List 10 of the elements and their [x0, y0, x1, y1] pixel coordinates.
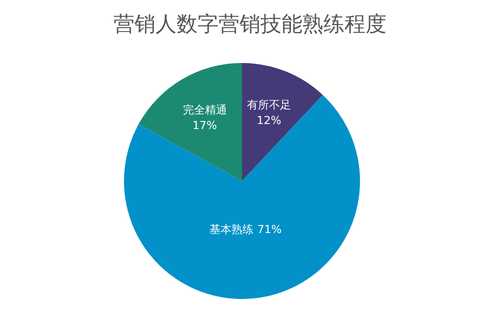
slice-label: 完全精通 — [182, 104, 227, 117]
pie-slice — [124, 94, 360, 299]
data-label: 71% — [257, 222, 282, 236]
chart-title: 营销人数字营销技能熟练程度 — [112, 11, 388, 38]
data-label: 17% — [192, 119, 217, 132]
pie-slice — [138, 63, 242, 181]
pie-slice — [242, 63, 323, 181]
slice-label: 基本熟练 — [210, 222, 254, 236]
data-label: 12% — [256, 114, 282, 127]
slice-label: 有所不足 — [246, 98, 291, 112]
